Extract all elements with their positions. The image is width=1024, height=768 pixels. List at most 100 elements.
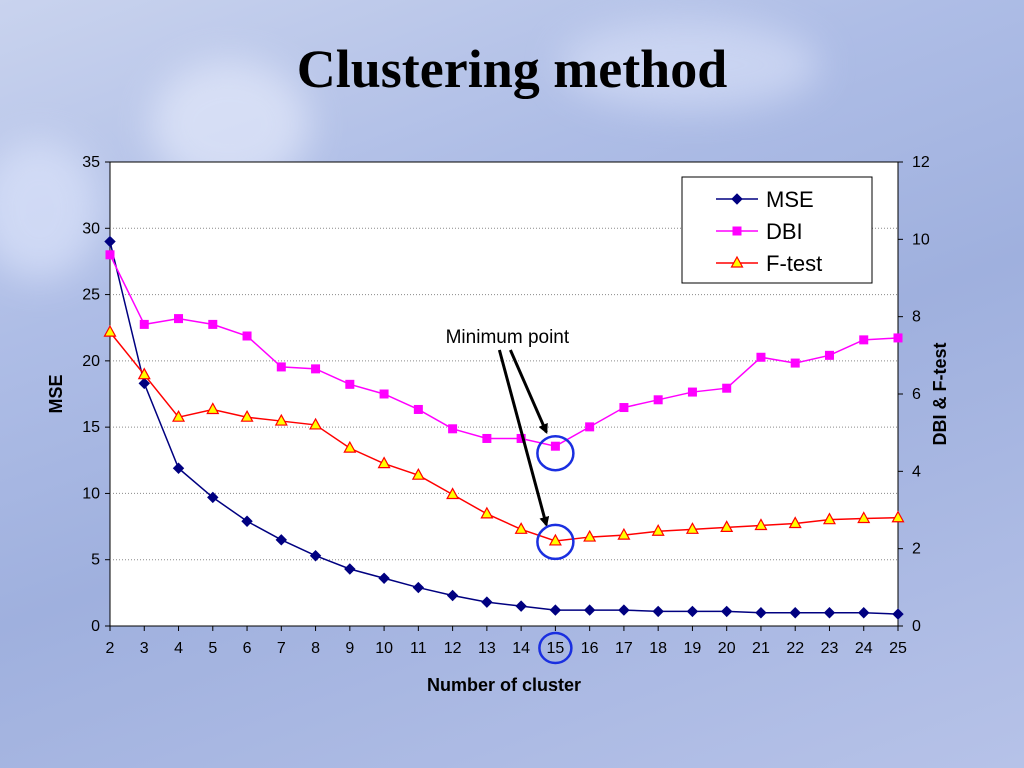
dbi-point — [859, 335, 869, 345]
f-test-point — [446, 487, 460, 500]
mse-point — [412, 581, 425, 594]
mse-point — [583, 604, 596, 616]
y-left-tick-label: 25 — [82, 287, 100, 304]
f-test-point — [172, 409, 186, 422]
f-test-point — [309, 417, 323, 430]
f-test-point — [754, 518, 768, 531]
f-test-point — [583, 529, 597, 542]
x-tick-label: 25 — [889, 640, 907, 657]
x-tick-label: 21 — [752, 640, 770, 657]
dbi-point — [276, 362, 286, 372]
mse-point — [344, 563, 356, 575]
mse-point — [515, 600, 527, 612]
y-left-tick-label: 20 — [82, 353, 100, 370]
y-right-tick-label: 2 — [912, 541, 921, 558]
legend-marker-f-test — [730, 255, 744, 268]
f-test-point — [240, 409, 254, 422]
y-left-tick-label: 10 — [82, 485, 100, 502]
mse-point — [172, 462, 185, 474]
dbi-point — [653, 395, 663, 405]
f-test-point — [480, 506, 494, 519]
mse-point — [207, 491, 219, 504]
mse-point — [686, 605, 699, 618]
f-test-point — [274, 413, 288, 426]
f-test-point — [720, 520, 734, 533]
legend-label-mse: MSE — [766, 187, 814, 212]
y-right-tick-label: 8 — [912, 309, 921, 326]
f-test-point — [651, 524, 665, 536]
y-left-tick-label: 0 — [91, 618, 100, 635]
mse-point — [892, 608, 904, 620]
dbi-point — [174, 314, 184, 324]
dbi-point — [208, 319, 218, 329]
mse-point — [549, 604, 562, 616]
dbi-point — [790, 358, 800, 368]
x-tick-label: 3 — [140, 640, 149, 657]
f-test-point — [685, 522, 699, 534]
y-left-axis-title: MSE — [46, 374, 66, 413]
x-tick-label: 6 — [243, 640, 252, 657]
dbi-point — [893, 333, 903, 343]
dbi-point — [619, 403, 629, 413]
mse-point — [755, 607, 767, 619]
x-tick-label: 20 — [718, 640, 736, 657]
mse-point — [378, 572, 390, 584]
f-test-point — [822, 512, 836, 525]
y-right-tick-label: 6 — [912, 386, 921, 403]
dbi-point — [550, 441, 560, 451]
y-left-tick-label: 30 — [82, 220, 100, 237]
legend-label-f-test: F-test — [766, 251, 822, 276]
x-tick-label: 5 — [208, 640, 217, 657]
f-test-point — [857, 511, 871, 524]
f-test-point — [514, 522, 528, 534]
y-right-axis-title: DBI & F-test — [930, 342, 950, 445]
f-test-point — [137, 367, 151, 380]
mse-line — [109, 241, 899, 615]
dbi-point — [413, 404, 423, 414]
mse-point — [309, 550, 322, 562]
x-tick-label: 18 — [649, 640, 667, 657]
dbi-point — [756, 352, 766, 362]
dbi-point — [482, 433, 492, 443]
mse-point — [481, 596, 493, 608]
dbi-point — [105, 250, 115, 260]
y-left-tick-label: 5 — [91, 552, 100, 569]
legend-box — [681, 176, 873, 284]
x-axis-title: Number of cluster — [427, 675, 581, 695]
dbi-point — [687, 387, 697, 397]
mse-point — [138, 377, 150, 390]
f-test-point — [377, 456, 391, 469]
dbi-point — [242, 331, 252, 341]
mse-point — [275, 534, 288, 546]
x-tick-label: 23 — [821, 640, 839, 657]
dbi-point — [379, 389, 389, 399]
y-left-tick-label: 15 — [82, 419, 100, 436]
mse-point — [823, 607, 836, 619]
f-test-point — [891, 510, 905, 523]
x-tick-label: 13 — [478, 640, 496, 657]
dbi-point — [345, 379, 355, 389]
legend-marker-mse — [731, 193, 743, 205]
x-tick-label: 11 — [410, 640, 427, 657]
y-right-tick-label: 10 — [912, 231, 930, 248]
x-tick-label: 15 — [546, 640, 564, 657]
x-tick-label: 22 — [786, 640, 804, 657]
dbi-point — [824, 350, 834, 360]
mse-point — [720, 605, 733, 618]
f-test-point — [548, 533, 562, 546]
x-tick-label: 7 — [277, 640, 286, 657]
dbi-point — [311, 364, 321, 374]
f-test-point — [411, 467, 425, 480]
series-f-test — [103, 324, 905, 546]
x-tick-label: 4 — [174, 640, 183, 657]
series-mse — [104, 235, 904, 620]
mse-point — [241, 515, 253, 527]
background-glow — [560, 20, 820, 110]
f-test-line — [109, 331, 899, 542]
x-tick-label: 12 — [444, 640, 462, 657]
series-dbi — [105, 250, 903, 451]
x-tick-label: 16 — [581, 640, 599, 657]
mse-point — [789, 607, 801, 619]
dbi-line — [109, 254, 899, 447]
